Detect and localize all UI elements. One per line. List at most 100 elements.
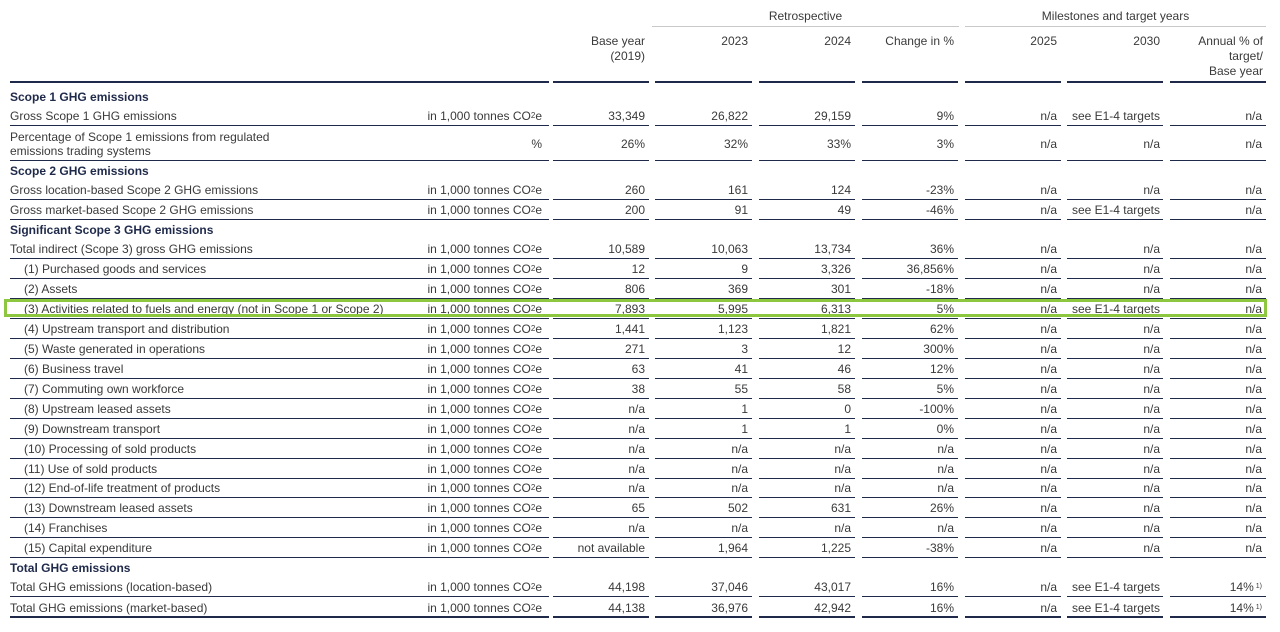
col-header-2030: 2030 bbox=[1133, 34, 1160, 48]
row-rule bbox=[1067, 537, 1163, 538]
value-text: see E1-4 targets bbox=[1071, 600, 1160, 615]
row-value: n/a bbox=[862, 439, 954, 459]
row-value: 32% bbox=[655, 127, 748, 161]
row-value: 124 bbox=[759, 180, 851, 200]
row-value: 41 bbox=[655, 359, 748, 379]
value-text: n/a bbox=[1040, 262, 1057, 276]
row-rule bbox=[553, 478, 649, 479]
row-rule bbox=[553, 537, 649, 538]
row-value: n/a bbox=[1067, 279, 1160, 299]
row-rule bbox=[759, 358, 855, 359]
row-value: 33% bbox=[759, 127, 851, 161]
row-rule bbox=[1170, 199, 1266, 200]
value-text: n/a bbox=[1143, 402, 1160, 416]
row-value: 502 bbox=[655, 498, 748, 518]
row-value: n/a bbox=[965, 538, 1057, 558]
row-value: 1,225 bbox=[759, 538, 851, 558]
value-text: 43,017 bbox=[814, 580, 851, 594]
row-value: -18% bbox=[862, 279, 954, 299]
value-text: 41 bbox=[734, 362, 748, 376]
row-value: 16% bbox=[862, 577, 954, 597]
value-text: 91 bbox=[734, 203, 748, 217]
value-text: 33% bbox=[826, 137, 851, 151]
section-title: Significant Scope 3 GHG emissions bbox=[10, 223, 214, 237]
row-label: (10) Processing of sold products bbox=[24, 442, 197, 456]
row-rule bbox=[1170, 537, 1266, 538]
value-text: n/a bbox=[1040, 242, 1057, 256]
row-value: n/a bbox=[965, 200, 1057, 220]
row-value: n/a bbox=[1170, 106, 1262, 126]
value-text: n/a bbox=[628, 521, 645, 535]
row-value: 5,995 bbox=[655, 299, 748, 319]
row-value: 58 bbox=[759, 379, 851, 399]
row-unit: in 1,000 tonnes CO 2 e bbox=[427, 422, 542, 436]
row-value: n/a bbox=[965, 359, 1057, 379]
value-text: -46% bbox=[925, 203, 954, 217]
value-text: 631 bbox=[830, 501, 851, 515]
value-text: n/a bbox=[1040, 462, 1057, 476]
row-label: Gross Scope 1 GHG emissions bbox=[10, 109, 177, 123]
row-rule bbox=[965, 219, 1061, 220]
row-value: n/a bbox=[965, 399, 1057, 419]
header-rule bbox=[10, 81, 549, 83]
value-text: 301 bbox=[830, 282, 851, 296]
value-text: n/a bbox=[1245, 521, 1262, 535]
unit-text: in 1,000 tonnes CO bbox=[427, 521, 531, 535]
row-rule bbox=[965, 298, 1061, 299]
row-rule bbox=[862, 557, 958, 558]
row-rule bbox=[1170, 398, 1266, 399]
row-rule bbox=[862, 278, 958, 279]
value-text: 9% bbox=[936, 109, 954, 123]
value-text: 1 bbox=[741, 402, 748, 416]
value-text: n/a bbox=[1143, 137, 1160, 151]
value-text: n/a bbox=[1143, 442, 1160, 456]
row-rule bbox=[1170, 438, 1266, 439]
row-value: 9% bbox=[862, 106, 954, 126]
value-text: 7,893 bbox=[614, 302, 645, 316]
row-rule bbox=[862, 537, 958, 538]
unit-tail: e bbox=[535, 422, 542, 436]
row-value: 36,976 bbox=[655, 597, 748, 618]
row-rule bbox=[655, 298, 752, 299]
row-rule bbox=[10, 338, 549, 339]
value-text: n/a bbox=[1040, 322, 1057, 336]
row-rule bbox=[10, 258, 549, 259]
row-value: 44,138 bbox=[553, 597, 645, 618]
row-rule bbox=[1170, 125, 1266, 126]
row-value: n/a bbox=[1170, 379, 1262, 399]
value-text: n/a bbox=[1143, 322, 1160, 336]
value-text: n/a bbox=[1040, 302, 1057, 316]
row-value: 271 bbox=[553, 339, 645, 359]
row-label: (11) Use of sold products bbox=[24, 462, 158, 476]
col-header-change: Change in % bbox=[885, 34, 954, 48]
row-value: n/a bbox=[965, 518, 1057, 538]
value-text: n/a bbox=[1245, 322, 1262, 336]
value-text: 5% bbox=[936, 382, 954, 396]
row-rule bbox=[862, 125, 958, 126]
value-text: n/a bbox=[731, 462, 748, 476]
row-rule bbox=[965, 557, 1061, 558]
value-text: not available bbox=[577, 541, 645, 555]
unit-text: in 1,000 tonnes CO bbox=[427, 242, 531, 256]
row-rule bbox=[1170, 418, 1266, 419]
row-value: 16% bbox=[862, 597, 954, 618]
row-value: not available bbox=[553, 538, 645, 558]
row-value: 43,017 bbox=[759, 577, 851, 597]
row-rule bbox=[553, 458, 649, 459]
row-value: n/a bbox=[655, 439, 748, 459]
value-text: n/a bbox=[1040, 203, 1057, 217]
row-value: 26% bbox=[553, 127, 645, 161]
value-text: n/a bbox=[1245, 541, 1262, 555]
value-text: 55 bbox=[734, 382, 748, 396]
row-value: 36,856% bbox=[862, 259, 954, 279]
value-text: n/a bbox=[1245, 137, 1262, 151]
row-value: n/a bbox=[965, 299, 1057, 319]
table-row: Gross market-based Scope 2 GHG emissions… bbox=[0, 200, 1280, 220]
group-header-retrospective: Retrospective bbox=[652, 8, 959, 27]
row-label: Total indirect (Scope 3) gross GHG emiss… bbox=[10, 242, 253, 256]
row-rule bbox=[862, 398, 958, 399]
row-value: -23% bbox=[862, 180, 954, 200]
row-value: 65 bbox=[553, 498, 645, 518]
row-value: n/a bbox=[1170, 279, 1262, 299]
unit-tail: e bbox=[535, 442, 542, 456]
